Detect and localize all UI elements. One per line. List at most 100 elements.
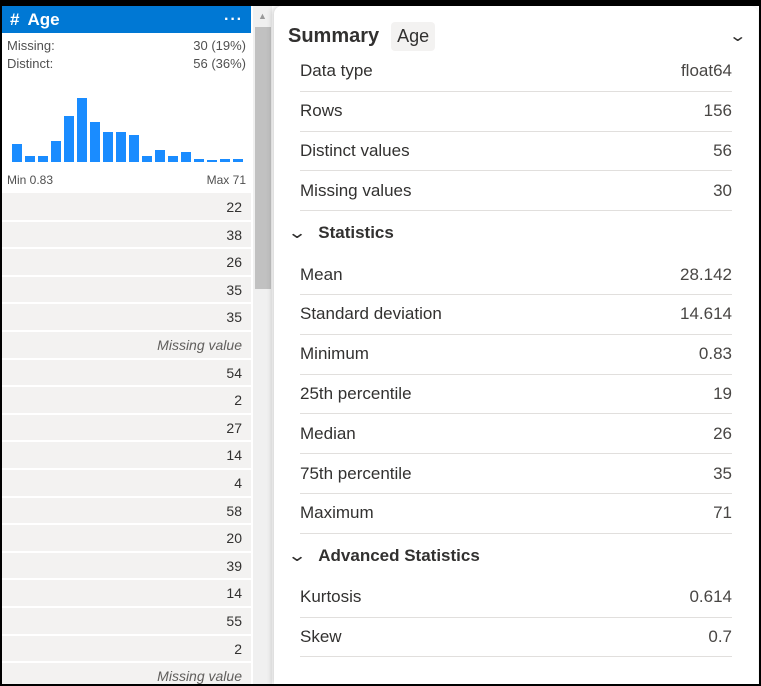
stat-label: Kurtosis <box>300 587 362 607</box>
histogram-bar[interactable] <box>233 159 243 162</box>
value-cell[interactable]: 2 <box>2 387 251 415</box>
histogram-bar[interactable] <box>103 132 113 162</box>
summary-row: Skew 0.7 <box>300 618 732 658</box>
advanced-statistics-section-toggle[interactable]: ⌄ Advanced Statistics <box>274 534 758 578</box>
stat-value: 28.142 <box>680 264 732 284</box>
histogram-bar[interactable] <box>90 122 100 162</box>
max-label: Max 71 <box>206 173 246 187</box>
summary-row: 25th percentile 19 <box>300 375 732 415</box>
distinct-value: 56 (36%) <box>193 56 246 71</box>
stat-value: 26 <box>713 423 732 443</box>
column-chip: Age <box>391 21 436 51</box>
stat-value: 56 <box>713 140 732 160</box>
histogram-bar[interactable] <box>155 150 165 162</box>
statistics-heading: Statistics <box>318 223 394 243</box>
value-list: 22 38 26 35 35 Missing value 54 2 27 14 4 58 20 39 14 5… <box>2 194 251 684</box>
value-cell[interactable]: 35 <box>2 277 251 305</box>
value-cell[interactable]: 20 <box>2 525 251 553</box>
value-cell[interactable]: 22 <box>2 194 251 222</box>
histogram-bar[interactable] <box>12 144 22 162</box>
numeric-type-icon: # <box>10 9 20 29</box>
distinct-label: Distinct: <box>7 56 54 71</box>
stat-value: 30 <box>713 180 732 200</box>
value-cell[interactable]: 14 <box>2 580 251 608</box>
summary-title: Summary <box>288 24 380 47</box>
summary-row: Maximum 71 <box>300 494 732 534</box>
summary-panel: Summary Age ⌄ Data type float64 Rows 156 Dis… <box>274 6 758 684</box>
stat-value: float64 <box>680 61 732 81</box>
column-profile-card: Missing: 30 (19%) Distinct: 56 (36%) Min 0… <box>2 33 251 193</box>
histogram-bar[interactable] <box>25 156 35 162</box>
stat-label: Standard deviation <box>300 304 442 324</box>
value-cell[interactable]: 58 <box>2 498 251 526</box>
stat-value: 19 <box>713 383 732 403</box>
stat-label: 75th percentile <box>300 463 412 483</box>
stat-value: 14.614 <box>680 304 732 324</box>
summary-row: Mean 28.142 <box>300 255 732 295</box>
summary-row: 75th percentile 35 <box>300 454 732 494</box>
summary-row: Minimum 0.83 <box>300 335 732 375</box>
value-cell[interactable]: 55 <box>2 608 251 636</box>
stat-label: Median <box>300 423 356 443</box>
stat-label: 25th percentile <box>300 383 412 403</box>
value-cell[interactable]: Missing value <box>2 663 251 684</box>
histogram-bar[interactable] <box>194 159 204 162</box>
value-cell[interactable]: 39 <box>2 553 251 581</box>
stat-value: 0.83 <box>698 344 732 364</box>
summary-row: Standard deviation 14.614 <box>300 295 732 335</box>
histogram-bar[interactable] <box>116 132 126 162</box>
histogram-bar[interactable] <box>77 98 87 162</box>
histogram-bar[interactable] <box>129 135 139 162</box>
summary-row: Distinct values 56 <box>300 132 732 172</box>
stat-label: Distinct values <box>300 140 410 160</box>
statistics-section-toggle[interactable]: ⌄ Statistics <box>274 211 758 255</box>
more-options-icon[interactable]: ··· <box>224 10 243 28</box>
histogram-bar[interactable] <box>207 160 217 162</box>
vertical-scrollbar[interactable]: ▲ <box>253 6 272 684</box>
column-name: Age <box>27 9 60 29</box>
summary-row: Data type float64 <box>300 52 732 92</box>
column-header[interactable]: # Age ··· <box>2 6 251 33</box>
stat-value: 0.7 <box>708 626 732 646</box>
histogram-bar[interactable] <box>142 156 152 162</box>
column-pane: # Age ··· Missing: 30 (19%) Distinct: 56 (… <box>2 6 251 684</box>
value-cell[interactable]: 27 <box>2 415 251 443</box>
stat-label: Data type <box>300 61 373 81</box>
histogram-bar[interactable] <box>64 116 74 162</box>
stat-label: Missing values <box>300 180 412 200</box>
histogram-bar[interactable] <box>220 159 230 162</box>
value-cell[interactable]: Missing value <box>2 332 251 360</box>
value-cell[interactable]: 2 <box>2 636 251 664</box>
value-cell[interactable]: 38 <box>2 222 251 250</box>
value-cell[interactable]: 54 <box>2 360 251 388</box>
chevron-down-icon: ⌄ <box>287 545 308 565</box>
histogram-bar[interactable] <box>168 156 178 162</box>
summary-row: Missing values 30 <box>300 171 732 212</box>
stat-value: 0.614 <box>689 587 732 607</box>
value-cell[interactable]: 26 <box>2 249 251 277</box>
stat-label: Maximum <box>300 503 374 523</box>
stat-label: Minimum <box>300 344 369 364</box>
stat-value: 35 <box>713 463 732 483</box>
value-cell[interactable]: 14 <box>2 442 251 470</box>
histogram <box>12 98 243 162</box>
scrollbar-thumb[interactable] <box>255 27 271 289</box>
min-label: Min 0.83 <box>7 173 54 187</box>
summary-row: Kurtosis 0.614 <box>300 578 732 618</box>
value-cell[interactable]: 35 <box>2 304 251 332</box>
histogram-bar[interactable] <box>181 152 191 162</box>
chevron-down-icon: ⌄ <box>287 223 308 243</box>
scroll-up-icon[interactable]: ▲ <box>258 11 267 21</box>
summary-row: Rows 156 <box>300 92 732 132</box>
missing-label: Missing: <box>7 38 55 53</box>
advanced-statistics-heading: Advanced Statistics <box>318 545 480 565</box>
histogram-bar[interactable] <box>38 156 48 162</box>
stat-label: Skew <box>300 626 342 646</box>
missing-value: 30 (19%) <box>193 38 246 53</box>
summary-row: Median 26 <box>300 414 732 455</box>
stat-label: Rows <box>300 101 343 121</box>
histogram-bar[interactable] <box>51 141 61 162</box>
collapse-chevron-icon[interactable]: ⌄ <box>727 28 747 45</box>
value-cell[interactable]: 4 <box>2 470 251 498</box>
stat-value: 71 <box>713 503 732 523</box>
